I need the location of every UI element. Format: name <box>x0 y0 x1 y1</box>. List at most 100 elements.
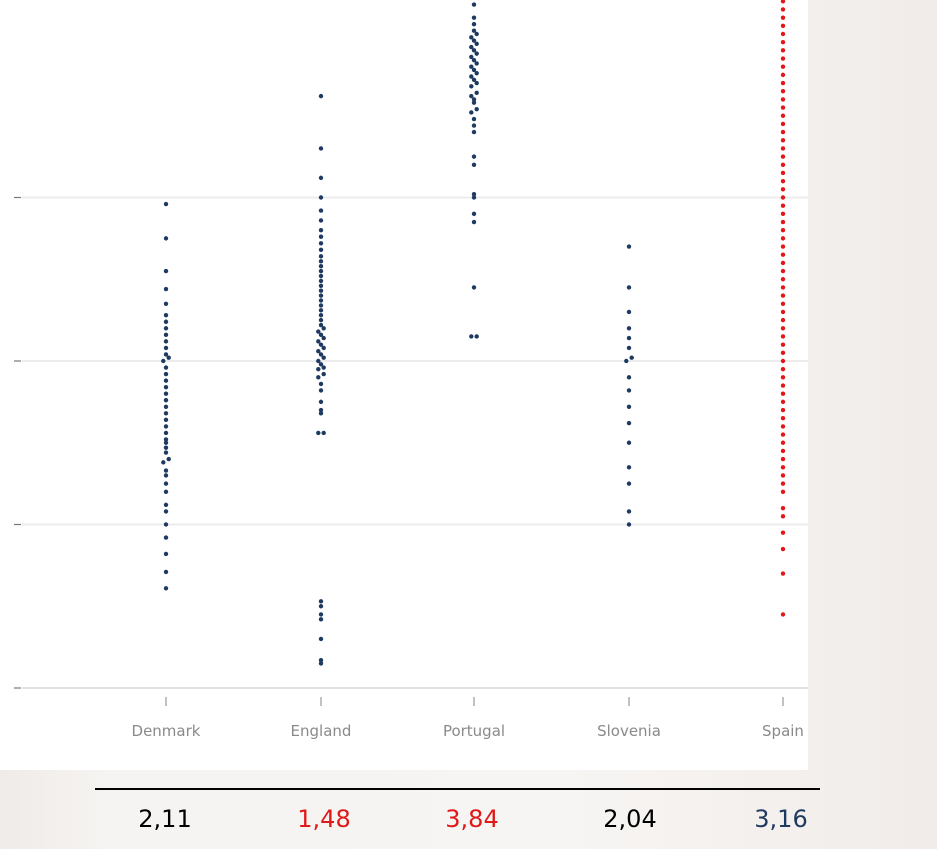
data-point <box>163 522 169 527</box>
data-point <box>318 241 324 246</box>
data-point <box>163 398 169 403</box>
data-point <box>780 612 786 617</box>
data-point <box>780 244 786 249</box>
data-point <box>318 399 324 405</box>
data-point <box>471 57 477 63</box>
data-point <box>780 89 786 94</box>
data-point <box>163 201 169 207</box>
data-point <box>318 332 324 338</box>
data-point <box>780 146 786 151</box>
data-point <box>474 80 479 86</box>
data-point <box>318 322 324 328</box>
data-point <box>161 358 166 364</box>
data-point <box>321 365 326 370</box>
data-point <box>163 535 169 540</box>
data-point <box>780 505 786 511</box>
data-point <box>626 440 632 445</box>
data-point <box>780 489 786 494</box>
data-point <box>163 481 169 486</box>
data-point <box>318 273 324 279</box>
data-point <box>626 309 632 315</box>
data-point <box>626 345 632 351</box>
data-point <box>780 546 786 552</box>
summary-divider <box>95 788 820 790</box>
data-point <box>624 358 629 364</box>
data-point <box>316 348 321 354</box>
data-point <box>626 326 632 331</box>
data-point <box>780 432 786 437</box>
data-point <box>163 391 169 396</box>
summary-value-spain: 3,16 <box>754 805 808 833</box>
data-point <box>318 208 324 213</box>
x-tick-label-portugal: Portugal <box>443 722 505 740</box>
data-point <box>163 378 169 383</box>
data-point <box>163 345 169 351</box>
data-point <box>626 481 632 486</box>
data-point <box>780 129 786 135</box>
data-point <box>780 219 786 225</box>
data-point <box>469 64 474 69</box>
data-point <box>318 342 324 347</box>
data-point <box>318 293 324 298</box>
data-point <box>474 31 479 37</box>
data-point <box>163 268 169 274</box>
data-point <box>471 38 477 43</box>
data-point <box>318 658 324 663</box>
x-tick-label-spain: Spain <box>762 722 804 740</box>
summary-value-denmark: 2,11 <box>138 805 192 833</box>
data-point <box>780 39 786 45</box>
data-point <box>469 35 474 40</box>
data-point <box>166 355 171 360</box>
data-point <box>163 569 169 575</box>
data-point <box>780 424 786 429</box>
data-point <box>471 77 477 82</box>
data-point <box>780 514 786 519</box>
data-point <box>163 473 169 478</box>
data-point <box>469 44 474 50</box>
data-point <box>318 661 324 666</box>
data-point <box>780 211 786 217</box>
data-point <box>474 51 479 56</box>
data-point <box>471 116 477 122</box>
data-point <box>471 2 477 7</box>
data-point <box>318 268 324 274</box>
data-point <box>318 93 324 99</box>
summary-value-england: 1,48 <box>297 805 351 833</box>
data-point <box>780 178 786 184</box>
data-point <box>163 371 169 377</box>
data-point <box>780 334 786 339</box>
data-point <box>780 48 786 53</box>
data-point <box>318 303 324 308</box>
data-point <box>780 481 786 486</box>
data-point <box>163 286 169 292</box>
data-point <box>780 326 786 331</box>
data-point <box>469 74 474 79</box>
data-point <box>780 399 786 405</box>
data-point <box>318 278 324 284</box>
data-point <box>471 154 477 159</box>
data-point <box>318 313 324 318</box>
data-point <box>163 326 169 331</box>
data-point <box>780 473 786 478</box>
data-point <box>626 404 632 409</box>
data-point <box>163 502 169 508</box>
data-point <box>163 551 169 557</box>
data-point <box>469 93 474 99</box>
data-point <box>471 15 477 20</box>
data-point <box>471 162 477 167</box>
chart-panel: Denmark England Portugal Slovenia Spain <box>14 0 808 740</box>
data-point <box>469 84 474 89</box>
data-point <box>474 90 479 96</box>
data-point <box>163 236 169 241</box>
data-point <box>318 362 324 367</box>
data-point <box>471 100 477 105</box>
summary-value-slovenia: 2,04 <box>603 805 657 833</box>
data-point <box>474 61 479 66</box>
data-point <box>163 384 169 390</box>
data-point <box>318 407 324 413</box>
data-point <box>474 41 479 47</box>
data-point <box>626 375 632 380</box>
data-point <box>780 391 786 396</box>
data-point <box>780 195 786 200</box>
data-point <box>471 21 477 27</box>
